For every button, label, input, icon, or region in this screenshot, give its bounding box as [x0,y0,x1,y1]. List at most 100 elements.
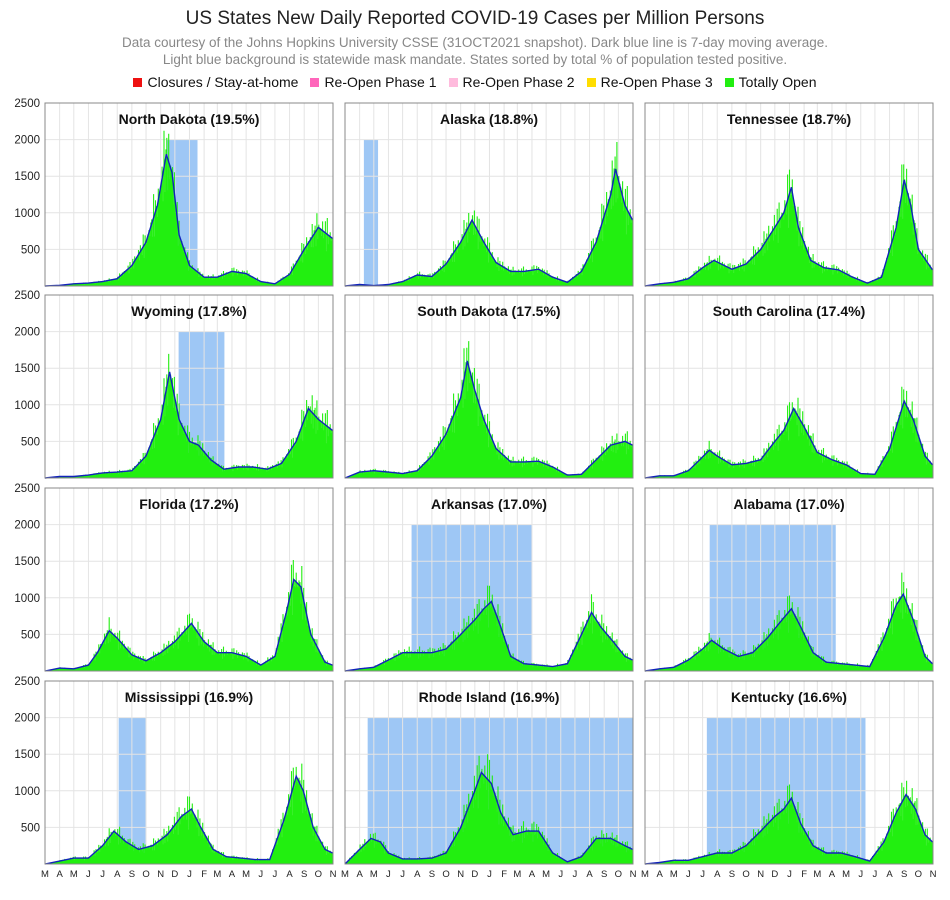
y-tick-label: 2500 [14,290,40,302]
y-tick-label: 2000 [14,327,40,339]
facet-panel: Arkansas (17.0%) [344,487,634,672]
x-tick-label: S [129,869,135,880]
panel-frame [344,294,634,479]
x-tick-label: A [829,869,836,880]
x-tick-label: M [813,869,821,880]
panel-frame [344,102,634,287]
x-tick-label: O [315,869,322,880]
panel-frame [44,680,334,865]
facet-panel: Alabama (17.0%) [644,487,934,672]
facet-panel: North Dakota (19.5%) 500 1000 1500 2000 2500 [14,98,334,287]
y-tick-label: 2500 [14,98,40,110]
panel-frame [644,294,934,479]
x-tick-label: J [400,869,405,880]
facet-panel: Wyoming (17.8%) 500 1000 1500 2000 2500 [14,290,334,479]
panel-title: Kentucky (16.6%) [731,689,847,705]
x-tick-label: M [41,869,49,880]
legend-swatch [310,78,320,87]
legend-label: Re-Open Phase 1 [324,74,437,90]
panel-frame [44,487,334,672]
panel-title: Rhode Island (16.9%) [419,689,560,705]
x-tick-label: J [873,869,878,880]
x-tick-label: S [601,869,607,880]
panel-title: Tennessee (18.7%) [727,111,851,127]
x-tick-label: A [586,869,593,880]
chart-subtitle-1: Data courtesy of the Johns Hopkins Unive… [121,35,829,50]
x-tick-label: A [56,869,63,880]
y-tick-label: 500 [21,436,40,448]
x-tick-label: S [901,869,907,880]
x-tick-label: D [171,869,178,880]
y-tick-label: 2500 [14,676,40,688]
cases-area [45,579,333,671]
panel-title: North Dakota (19.5%) [119,111,260,127]
panel-frame [44,102,334,287]
cases-area [345,601,633,671]
legend-label: Re-Open Phase 2 [462,74,575,90]
x-tick-label: M [70,869,78,880]
moving-average-line [44,371,333,479]
y-tick-label: 1500 [14,363,40,375]
x-tick-label: O [615,869,622,880]
legend-item: Closures / Stay-at-home [133,74,298,90]
legend-swatch [448,78,458,87]
cases-area [645,401,933,478]
x-tick-label: J [686,869,691,880]
x-tick-label: A [714,869,721,880]
x-tick-label: J [86,869,91,880]
x-tick-label: J [858,869,863,880]
x-tick-label: D [771,869,778,880]
legend-item: Totally Open [724,74,817,90]
cases-area [345,360,633,478]
x-tick-label: O [915,869,922,880]
x-tick-label: F [501,869,507,880]
panel-title: Wyoming (17.8%) [131,303,247,319]
cases-area [45,776,333,864]
panel-frame [644,487,934,672]
x-tick-label: J [187,869,192,880]
facet-panel: Rhode Island (16.9%)M A M J J A S O N D J F M A M J J A S O… [341,680,637,880]
moving-average-line [344,168,634,287]
legend-swatch [586,78,596,87]
x-tick-label: N [757,869,764,880]
x-tick-label: A [656,869,663,880]
cases-area [345,168,633,286]
facet-panel: Alaska (18.8%) [344,102,634,287]
panel-title: Mississippi (16.9%) [125,689,253,705]
y-tick-label: 2500 [14,483,40,495]
facet-panel: Tennessee (18.7%) [644,102,934,287]
facet-panel: Kentucky (16.6%)M A M J J A S O N D J F M A M J J A S O N [641,680,937,880]
moving-average-line [644,592,933,672]
y-tick-label: 2000 [14,713,40,725]
x-tick-label: S [429,869,435,880]
panel-frame [644,102,934,287]
x-tick-label: N [930,869,937,880]
moving-average-line [344,360,633,479]
y-tick-label: 1500 [14,171,40,183]
x-tick-label: J [558,869,563,880]
facet-panel: South Dakota (17.5%) [344,294,634,479]
x-tick-label: M [370,869,378,880]
moving-average-line [44,578,333,672]
x-tick-label: O [442,869,449,880]
x-tick-label: A [229,869,236,880]
x-tick-label: N [330,869,337,880]
y-tick-label: 1500 [14,749,40,761]
moving-average-line [644,179,934,287]
legend-item: Re-Open Phase 1 [310,74,437,90]
moving-average-line [644,399,934,479]
y-tick-label: 500 [21,629,40,641]
x-tick-label: J [100,869,105,880]
panel-title: South Dakota (17.5%) [417,303,560,319]
x-tick-label: M [242,869,250,880]
moving-average-line [344,771,633,865]
y-tick-label: 1500 [14,556,40,568]
x-tick-label: J [787,869,792,880]
x-tick-label: M [213,869,221,880]
panel-title: Arkansas (17.0%) [431,496,547,512]
legend-label: Re-Open Phase 3 [600,74,713,90]
y-tick-label: 1000 [14,593,40,605]
panel-frame [344,487,634,672]
x-tick-label: A [114,869,121,880]
